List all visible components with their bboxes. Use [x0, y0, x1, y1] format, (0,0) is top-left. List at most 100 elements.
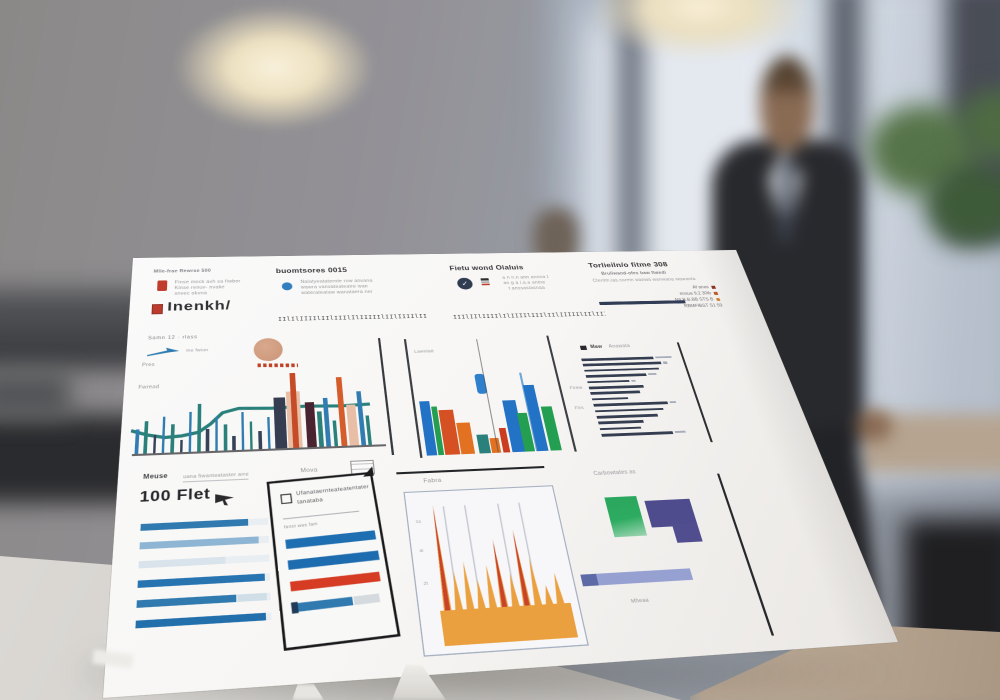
treemap-title: Carbowtates as: [593, 469, 637, 477]
bar: [353, 594, 380, 605]
bar: [583, 362, 662, 367]
bar: [139, 536, 258, 549]
bullet-icon: [711, 285, 716, 288]
combo-header: Samn 12 · rlass: [148, 335, 198, 342]
bar: [224, 424, 227, 450]
axis-tick: 1s: [415, 518, 422, 525]
person-hand: [856, 410, 892, 442]
periwinkle-bar-cap: [580, 574, 598, 587]
col4-line: Ctentm.ias.curem wanwa wanwana wawanta: [592, 277, 696, 284]
spiky-area-chart: [425, 495, 578, 646]
legend-swatch: [580, 346, 587, 350]
modal-line: tanataba: [297, 497, 324, 506]
treemap-footer: Mheaa: [630, 597, 650, 606]
combo-legend: me fwion: [186, 348, 208, 354]
col2-title: buomtsores 0015: [276, 267, 348, 275]
office-photo-scene: Mlle-frae Rewrse 500 Finse mock avh sa f…: [0, 0, 1000, 700]
col4-row: RBMFIBST S1 59: [684, 303, 724, 308]
bar: [138, 557, 225, 569]
bar: [586, 373, 647, 377]
bar: [135, 613, 266, 629]
bar: [250, 421, 254, 449]
bar: [134, 429, 139, 454]
bar: [648, 373, 657, 375]
brand-label: Inenkh/: [167, 299, 231, 314]
col4-row: ensua 9.2 30ib: [679, 291, 719, 296]
col4-title: Torlieiln/o fitme 308: [587, 260, 669, 269]
bar: [161, 417, 166, 453]
bar: [232, 436, 235, 450]
area-chart-box: 1s 4i 2t: [403, 485, 588, 657]
stamp-icon: [482, 284, 490, 286]
axis-tick: 2t: [423, 580, 429, 588]
col2-line: waterateataw wanataera ner: [301, 290, 373, 296]
col4-subtitle: Bruliwand-ofes baw fiwedi: [601, 271, 667, 277]
document-icon: [157, 280, 167, 291]
bar: [598, 420, 644, 424]
bar: [595, 408, 664, 413]
check-circle-icon: ✓: [456, 278, 473, 290]
bar: [584, 368, 659, 372]
thin-bars: [134, 382, 280, 454]
bar: [290, 572, 381, 592]
bullet-icon: [713, 292, 718, 295]
bar: [206, 429, 209, 451]
bar: [179, 440, 182, 452]
bar: [305, 402, 317, 447]
tick-row: IIlIlIIIIlIIlIIIlIlIIIIIlIIlIIIIlIIlIIIl…: [278, 314, 428, 323]
bar: [596, 414, 658, 419]
progress-bars: [134, 518, 272, 647]
cursor-arrow-icon: [215, 492, 234, 506]
bar: [188, 412, 192, 452]
rule: [283, 511, 359, 520]
tall-bars: [263, 361, 383, 449]
bar: [663, 362, 668, 364]
progress-subtitle: uana fiwanteataster arre: [183, 471, 249, 483]
checkbox-icon: [280, 493, 292, 504]
bar: [592, 397, 629, 401]
modal-line: Ufanataernteateatentater: [296, 484, 370, 498]
bar: [273, 397, 287, 448]
hbar-side-label: Firs: [574, 405, 584, 411]
bar: [333, 420, 339, 446]
modal-caption: fanst was fam: [284, 521, 319, 532]
bar: [669, 401, 676, 403]
bar: [601, 431, 673, 436]
bar: [587, 380, 630, 384]
modal-box: Ufanataernteateatentater tanataba fanst …: [267, 472, 401, 651]
bar: [675, 431, 686, 433]
bar: [170, 424, 174, 452]
area-label: Fabra: [423, 478, 442, 485]
bar: [593, 402, 668, 407]
bar: [631, 379, 636, 381]
treemap-indigo-foot: [672, 523, 703, 543]
bar: [153, 435, 157, 453]
treemap-green-block: [604, 496, 647, 537]
hbar-side-label: Firew: [569, 385, 583, 391]
col1-line: Kinse renuv- nvake: [175, 285, 225, 291]
bar: [336, 377, 348, 446]
bar: [137, 574, 264, 588]
bar: [655, 356, 672, 358]
bar: [292, 597, 353, 612]
bar: [285, 530, 376, 549]
bar: [581, 357, 653, 361]
combo-label: Pres: [142, 362, 155, 368]
bar: [140, 519, 248, 531]
bar: [590, 391, 640, 395]
stamp-icon: [480, 278, 488, 280]
trend-arrow-icon: [147, 347, 179, 356]
bar: [241, 412, 245, 450]
big-metric: 100 Flet: [139, 485, 210, 506]
col4-row: Af anas: [692, 285, 716, 290]
bar: [365, 415, 372, 444]
modal-bars: [285, 531, 388, 637]
axis-tick: 4i: [419, 547, 424, 554]
hbar-legend: Anawata: [608, 344, 631, 350]
bar: [197, 404, 201, 452]
tick-row: IIIlIIlIIIIlIlIIIIlIIIlIIlIIIIIlIIlIIIlI…: [453, 311, 607, 320]
bullet-icon: [716, 298, 721, 301]
panel-border: [717, 474, 774, 636]
col1-title: Mlle-frae Rewrse 500: [154, 269, 211, 275]
col3-title: Fietu wond Oialuis: [449, 264, 524, 272]
